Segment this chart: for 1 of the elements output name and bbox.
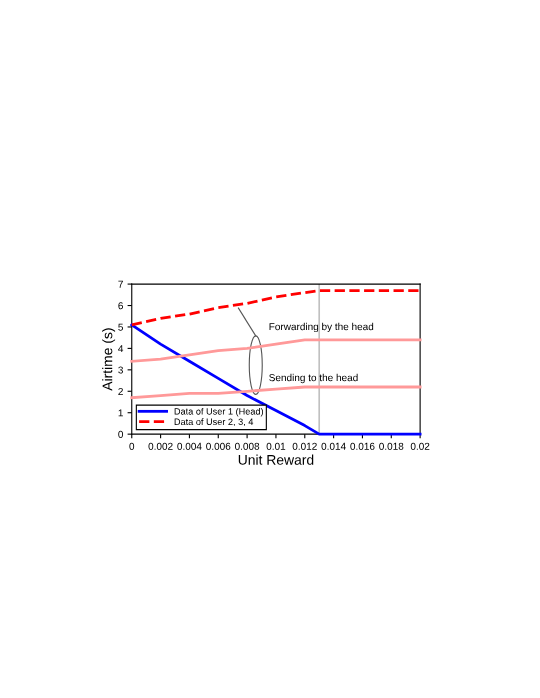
line-series	[130, 338, 422, 363]
